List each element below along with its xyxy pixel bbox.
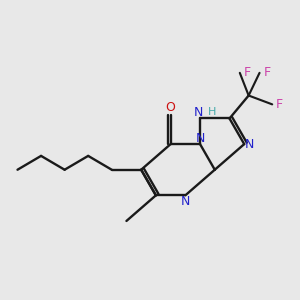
Text: N: N	[181, 195, 190, 208]
Text: O: O	[166, 101, 176, 114]
Text: N: N	[195, 132, 205, 145]
Text: N: N	[245, 138, 254, 151]
Text: F: F	[244, 66, 251, 80]
Text: H: H	[208, 107, 217, 117]
Text: F: F	[276, 98, 283, 111]
Text: F: F	[263, 66, 271, 80]
Text: N: N	[194, 106, 203, 118]
